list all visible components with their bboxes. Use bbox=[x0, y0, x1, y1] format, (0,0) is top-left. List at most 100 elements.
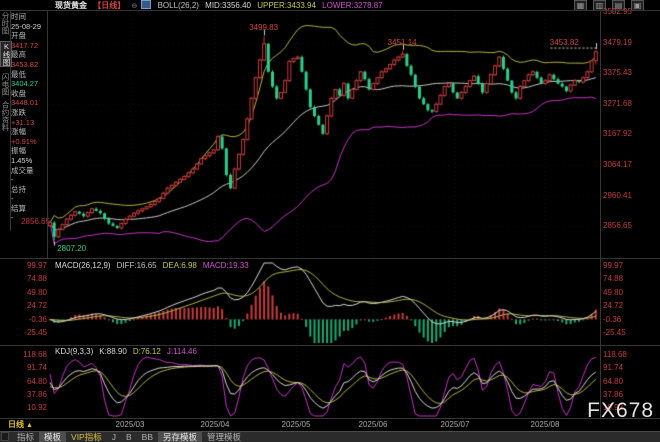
quote-label: 振幅 bbox=[11, 146, 26, 156]
sidebar-tab-3[interactable]: 闪电图 bbox=[1, 72, 10, 96]
period-tab-label: 日线 bbox=[8, 420, 24, 429]
divider bbox=[10, 11, 11, 231]
quote-label: 最高 bbox=[11, 50, 26, 60]
macd-axis-label: 49.80 bbox=[603, 287, 624, 297]
kdj-axis-label: 37.86 bbox=[603, 389, 624, 399]
kdj-axis-label-left: 91.74 bbox=[26, 363, 47, 373]
toolbar-item-6[interactable]: BB bbox=[141, 432, 153, 442]
kdj-axis-label-left: 10.92 bbox=[26, 403, 47, 413]
topbar: 现货黄金 【日线】 ⊖ BOLL(26,2) MID:3356.40 UPPER… bbox=[0, 0, 660, 11]
price-axis-label: 3582.95 bbox=[603, 7, 632, 16]
quote-value: 3453.82 bbox=[11, 59, 39, 69]
symbol-title: 现货黄金 bbox=[55, 1, 87, 10]
toolbar-item-3[interactable]: VIP指标 bbox=[71, 432, 102, 442]
quote-value: 25-08-29 bbox=[11, 21, 42, 31]
macd-axis-label-left: 49.80 bbox=[26, 287, 47, 297]
price-axis-label: 3167.92 bbox=[603, 129, 632, 139]
divider bbox=[0, 258, 660, 259]
quote-label: 最低 bbox=[11, 69, 26, 79]
quote-label: 涨跌 bbox=[11, 107, 26, 117]
quote-value: - bbox=[11, 213, 14, 223]
kdj-axis-label: 91.74 bbox=[603, 363, 624, 373]
price-annotation: 3453.82 bbox=[549, 38, 579, 48]
mini-kline-icon[interactable] bbox=[141, 0, 152, 9]
macd-axis-label-left: -25.45 bbox=[24, 328, 47, 337]
boll-params[interactable]: BOLL(26,2) bbox=[157, 1, 199, 10]
price-axis-label: 2856.65 bbox=[603, 221, 632, 231]
toolbar-item-2[interactable]: 模板 bbox=[39, 432, 67, 442]
toolbar-item-8[interactable]: 管理模板 bbox=[207, 432, 242, 442]
macd-axis-label: 99.97 bbox=[603, 261, 624, 270]
kdj-j-value: J:114.46 bbox=[166, 347, 197, 356]
kdj-d-value: D:76.12 bbox=[132, 347, 161, 356]
macd-diff-value: DIFF:16.65 bbox=[116, 261, 157, 270]
quote-value: 3404.27 bbox=[11, 79, 39, 89]
watermark: FX678 bbox=[587, 399, 654, 422]
quote-label: 总持 bbox=[11, 184, 26, 194]
quote-label: 成交量 bbox=[11, 165, 34, 175]
macd-axis-label-left: 74.88 bbox=[26, 274, 47, 284]
quote-value: +0.91% bbox=[11, 136, 37, 146]
bottom-toolbar: 指标 模板 VIP指标 J B BB 另存模板 管理模板 bbox=[0, 431, 660, 442]
boll-mid-value: MID:3356.40 bbox=[205, 1, 251, 10]
boll-upper-value: UPPER:3433.94 bbox=[257, 1, 316, 10]
macd-axis-label: -25.45 bbox=[603, 328, 626, 337]
kdj-axis-label: 64.80 bbox=[603, 376, 624, 386]
quote-label: 涨幅 bbox=[11, 127, 26, 137]
quote-value: 1.45% bbox=[11, 155, 33, 165]
kdj-axis-label: 10.92 bbox=[603, 403, 624, 413]
quote-value: - bbox=[11, 194, 14, 204]
time-axis-label: 2025/04 bbox=[200, 420, 230, 429]
macd-macd-value: MACD:19.33 bbox=[202, 261, 249, 270]
kdj-axis-label-left: 37.86 bbox=[26, 389, 47, 399]
divider bbox=[0, 345, 660, 346]
price-annotation: 2807.20 bbox=[57, 243, 87, 253]
price-axis-label: 3271.68 bbox=[603, 98, 632, 108]
divider bbox=[0, 418, 660, 419]
price-axis-label: 2960.41 bbox=[603, 190, 632, 200]
chart-type-tabs: 分时图 K线图闪电图合约资料 bbox=[0, 12, 12, 137]
toolbar-item-7[interactable]: 另存模板 bbox=[158, 432, 203, 442]
sidebar-tab-2[interactable]: K线图 bbox=[0, 40, 12, 67]
macd-axis-label-left: -0.36 bbox=[28, 314, 47, 324]
price-annotation: 3499.83 bbox=[249, 23, 279, 33]
macd-axis-label-left: 99.97 bbox=[26, 261, 47, 270]
time-axis-label: 2025/05 bbox=[281, 420, 311, 429]
price-axis-label: 3375.43 bbox=[603, 68, 632, 78]
quote-panel: 时间 25-08-29 开盘 3417.72 最高 3453.82 最低 3404.27 收盘 3… bbox=[11, 12, 47, 223]
kdj-axis-label-left: 118.68 bbox=[23, 350, 47, 359]
boll-lower-value: LOWER:3278.87 bbox=[322, 1, 383, 10]
macd-params: MACD(26,12,9) bbox=[55, 261, 111, 270]
macd-axis-label-left: 24.72 bbox=[26, 301, 47, 311]
kdj-params: KDJ(9,3,3) bbox=[55, 347, 94, 356]
quote-label: 时间 bbox=[11, 12, 26, 21]
divider bbox=[600, 11, 601, 418]
macd-dea-value: DEA:6.98 bbox=[162, 261, 197, 270]
price-axis-label: 3479.19 bbox=[603, 37, 632, 47]
minus-circle-icon[interactable]: ⊖ bbox=[131, 3, 138, 10]
price-axis-label: 3064.17 bbox=[603, 160, 632, 169]
quote-label: 收盘 bbox=[11, 88, 26, 98]
quote-value: +31.13 bbox=[11, 117, 35, 127]
divider bbox=[47, 11, 48, 258]
toolbar-item-5[interactable]: B bbox=[125, 432, 132, 442]
kdj-k-value: K:88.90 bbox=[99, 347, 127, 356]
sidebar-tab-4[interactable]: 合约资料 bbox=[1, 101, 10, 131]
time-axis-label: 2025/03 bbox=[115, 420, 145, 429]
time-axis-label: 2025/06 bbox=[358, 420, 388, 429]
time-axis-label: 2025/08 bbox=[530, 420, 560, 429]
period-tab[interactable]: 日线 ▲ bbox=[8, 420, 33, 430]
sidebar-tab-1[interactable]: 分时图 bbox=[1, 12, 10, 35]
macd-axis-label: 24.72 bbox=[603, 301, 624, 311]
kdj-header[interactable]: KDJ(9,3,3) K:88.90 D:76.12 J:114.46 bbox=[55, 347, 203, 356]
divider bbox=[0, 10, 660, 11]
price-axis-left-min-label: 2856.65 bbox=[21, 217, 50, 226]
toolbar-item-1[interactable]: 指标 bbox=[17, 432, 35, 442]
quote-value: 3448.01 bbox=[11, 98, 39, 108]
quote-label: 结算 bbox=[11, 203, 26, 213]
price-annotation: 3451.14 bbox=[387, 37, 417, 47]
toolbar-item-4[interactable]: J bbox=[111, 432, 116, 442]
macd-header[interactable]: MACD(26,12,9) DIFF:16.65 DEA:6.98 MACD:19.3… bbox=[55, 261, 255, 270]
